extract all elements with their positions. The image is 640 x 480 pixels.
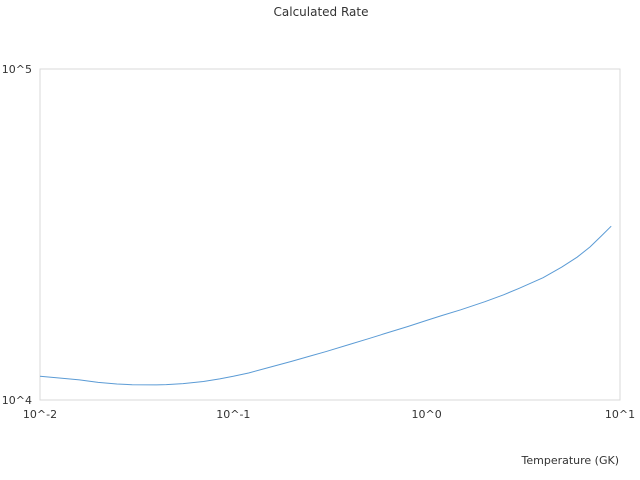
series-line-0 (39, 225, 612, 386)
plot-area (39, 68, 621, 401)
x-tick-label: 10^-1 (216, 408, 250, 421)
series-layer (39, 225, 612, 386)
x-tick-label: 10^1 (605, 408, 635, 421)
x-axis-ticks: 10^-2 10^-1 10^0 10^1 (23, 408, 635, 421)
y-axis-ticks: 10^4 10^5 (2, 63, 32, 407)
x-axis-label: Temperature (GK) (521, 454, 620, 467)
chart-title: Calculated Rate (274, 5, 369, 19)
x-tick-label: 10^-2 (23, 408, 57, 421)
x-tick-label: 10^0 (412, 408, 442, 421)
y-tick-label: 10^4 (2, 394, 32, 407)
y-tick-label: 10^5 (2, 63, 32, 76)
